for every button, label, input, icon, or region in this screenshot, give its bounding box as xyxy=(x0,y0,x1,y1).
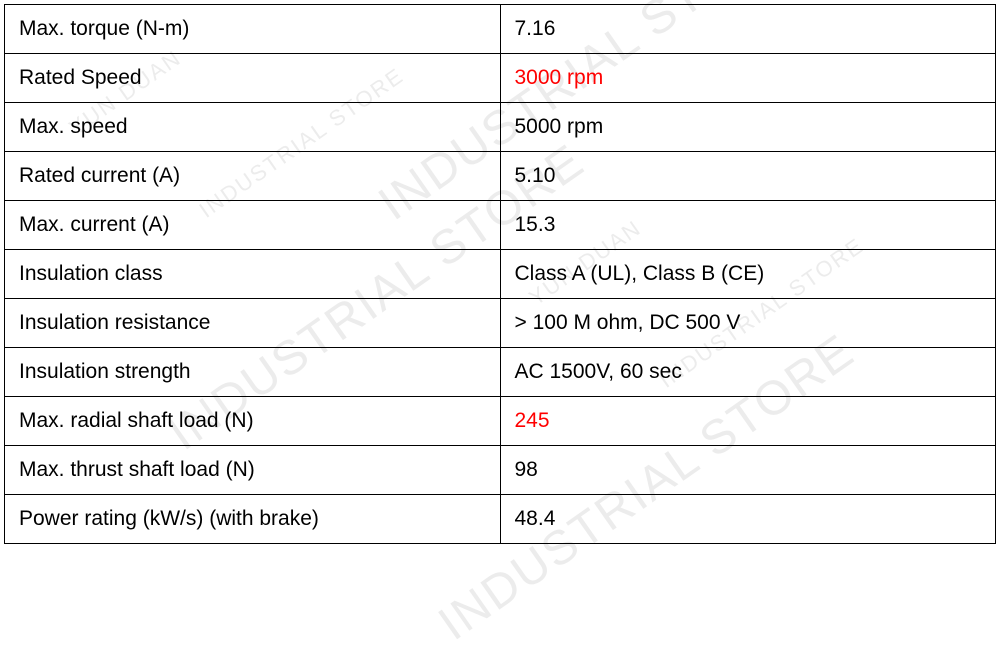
spec-table: Max. torque (N-m) 7.16 Rated Speed 3000 … xyxy=(4,4,996,544)
table-row: Rated current (A) 5.10 xyxy=(5,152,996,201)
spec-value: 48.4 xyxy=(500,495,996,544)
spec-value: 5000 rpm xyxy=(500,103,996,152)
spec-value: 98 xyxy=(500,446,996,495)
spec-value: Class A (UL), Class B (CE) xyxy=(500,250,996,299)
spec-label: Insulation strength xyxy=(5,348,501,397)
spec-value: 5.10 xyxy=(500,152,996,201)
spec-label: Max. radial shaft load (N) xyxy=(5,397,501,446)
spec-value: 15.3 xyxy=(500,201,996,250)
table-row: Insulation resistance > 100 M ohm, DC 50… xyxy=(5,299,996,348)
table-row: Power rating (kW/s) (with brake) 48.4 xyxy=(5,495,996,544)
table-row: Insulation class Class A (UL), Class B (… xyxy=(5,250,996,299)
table-row: Max. current (A) 15.3 xyxy=(5,201,996,250)
spec-label: Max. speed xyxy=(5,103,501,152)
spec-value: > 100 M ohm, DC 500 V xyxy=(500,299,996,348)
table-row: Max. thrust shaft load (N) 98 xyxy=(5,446,996,495)
spec-value: AC 1500V, 60 sec xyxy=(500,348,996,397)
spec-value: 3000 rpm xyxy=(500,54,996,103)
spec-label: Power rating (kW/s) (with brake) xyxy=(5,495,501,544)
table-row: Max. torque (N-m) 7.16 xyxy=(5,5,996,54)
table-row: Max. speed 5000 rpm xyxy=(5,103,996,152)
spec-label: Max. thrust shaft load (N) xyxy=(5,446,501,495)
spec-label: Rated Speed xyxy=(5,54,501,103)
spec-label: Insulation resistance xyxy=(5,299,501,348)
table-row: Max. radial shaft load (N) 245 xyxy=(5,397,996,446)
spec-value: 7.16 xyxy=(500,5,996,54)
table-row: Insulation strength AC 1500V, 60 sec xyxy=(5,348,996,397)
spec-value: 245 xyxy=(500,397,996,446)
spec-label: Rated current (A) xyxy=(5,152,501,201)
spec-table-body: Max. torque (N-m) 7.16 Rated Speed 3000 … xyxy=(5,5,996,544)
spec-label: Insulation class xyxy=(5,250,501,299)
spec-label: Max. current (A) xyxy=(5,201,501,250)
table-row: Rated Speed 3000 rpm xyxy=(5,54,996,103)
spec-label: Max. torque (N-m) xyxy=(5,5,501,54)
